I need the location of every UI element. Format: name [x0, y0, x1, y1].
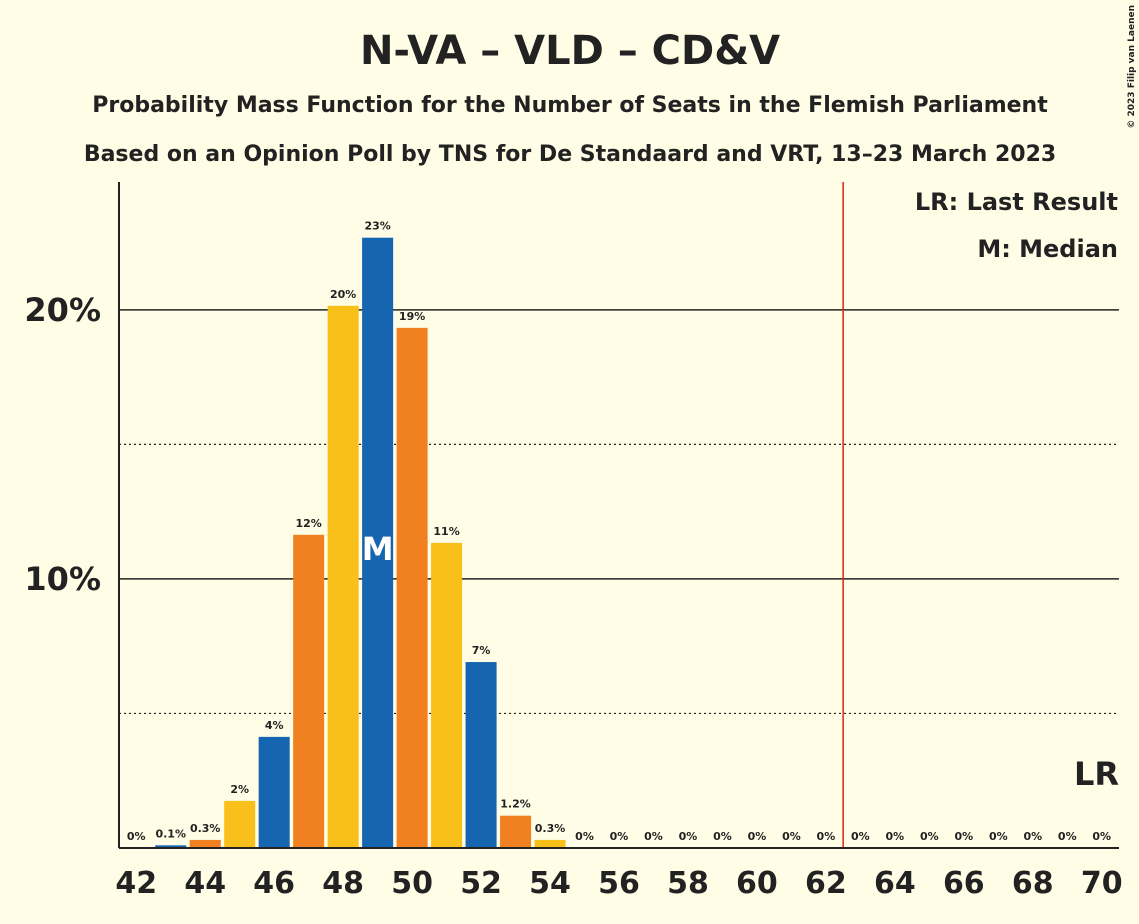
x-tick-label: 42: [115, 866, 157, 901]
value-label: 0%: [817, 830, 836, 843]
x-tick-label: 66: [943, 866, 985, 901]
bar: [465, 662, 497, 848]
value-label: 0%: [1023, 830, 1042, 843]
value-label: 0%: [886, 830, 905, 843]
x-tick-label: 62: [805, 866, 847, 901]
value-label: 0.3%: [535, 822, 566, 835]
x-tick-label: 48: [322, 866, 364, 901]
x-tick-label: 50: [391, 866, 433, 901]
copyright: © 2023 Filip van Laenen: [1127, 5, 1137, 129]
bar: [534, 839, 566, 848]
value-label: 12%: [295, 517, 321, 530]
value-label: 0%: [782, 830, 801, 843]
bar: [155, 845, 187, 848]
chart-title: N-VA – VLD – CD&V: [360, 28, 780, 74]
bar: [327, 305, 359, 848]
x-tick-label: 64: [874, 866, 916, 901]
x-tick-label: 44: [184, 866, 226, 901]
legend-entry: M: Median: [977, 235, 1118, 263]
legend-entry: LR: Last Result: [915, 188, 1118, 216]
value-label: 7%: [472, 644, 491, 657]
x-tick-label: 68: [1012, 866, 1054, 901]
bar: [189, 839, 221, 848]
value-label: 0%: [989, 830, 1008, 843]
value-label: 0%: [851, 830, 870, 843]
bar: [500, 815, 532, 848]
value-label: 0%: [1092, 830, 1111, 843]
value-label: 0%: [954, 830, 973, 843]
median-label: M: [362, 530, 394, 568]
bar: [258, 736, 290, 848]
bar: [293, 534, 325, 848]
bar: [396, 327, 428, 848]
value-label: 0%: [920, 830, 939, 843]
value-label: 4%: [265, 719, 284, 732]
value-label: 11%: [433, 525, 459, 538]
chart-subtitle: Based on an Opinion Poll by TNS for De S…: [84, 142, 1056, 167]
value-label: 20%: [330, 288, 356, 301]
value-label: 0%: [748, 830, 767, 843]
x-tick-label: 52: [460, 866, 502, 901]
value-label: 0%: [1058, 830, 1077, 843]
last-result-label: LR: [1074, 755, 1119, 793]
value-label: 2%: [230, 783, 249, 796]
value-label: 0%: [127, 830, 146, 843]
y-tick-label: 10%: [24, 560, 101, 598]
x-tick-label: 54: [529, 866, 571, 901]
y-tick-label: 20%: [24, 291, 101, 329]
value-label: 0%: [610, 830, 629, 843]
x-tick-label: 60: [736, 866, 778, 901]
value-label: 0%: [644, 830, 663, 843]
x-tick-label: 56: [598, 866, 640, 901]
value-label: 0%: [679, 830, 698, 843]
chart-subtitle: Probability Mass Function for the Number…: [92, 93, 1048, 118]
value-label: 0.1%: [155, 827, 186, 840]
x-tick-label: 70: [1081, 866, 1123, 901]
bar: [224, 800, 256, 848]
bar: [431, 542, 463, 848]
value-label: 0%: [575, 830, 594, 843]
x-tick-label: 58: [667, 866, 709, 901]
x-tick-label: 46: [253, 866, 295, 901]
value-label: 1.2%: [500, 798, 531, 811]
bar: [362, 237, 394, 849]
value-label: 23%: [364, 220, 390, 233]
value-label: 19%: [399, 310, 425, 323]
value-label: 0%: [713, 830, 732, 843]
value-label: 0.3%: [190, 822, 221, 835]
